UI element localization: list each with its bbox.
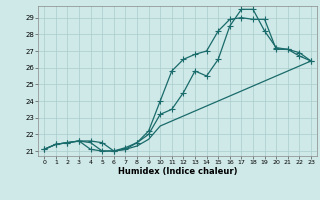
- X-axis label: Humidex (Indice chaleur): Humidex (Indice chaleur): [118, 167, 237, 176]
